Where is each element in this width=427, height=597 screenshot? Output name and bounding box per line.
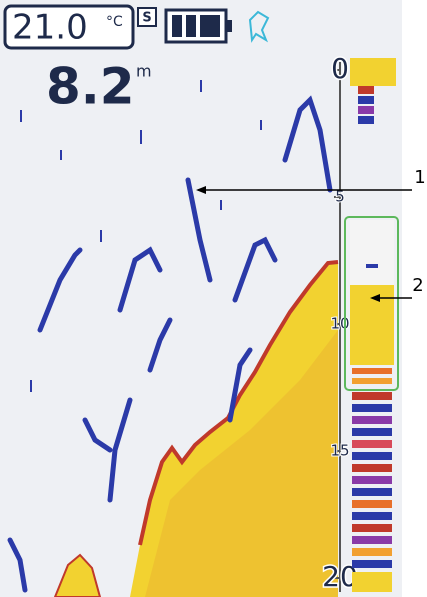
bar-segment xyxy=(352,404,392,412)
battery-cell xyxy=(172,15,182,37)
echo-arc xyxy=(117,246,163,313)
battery-tip xyxy=(226,20,232,32)
echo-arc xyxy=(37,247,83,333)
fish-echo xyxy=(185,177,213,283)
bar-segment xyxy=(352,416,392,424)
bar-segment xyxy=(352,536,392,544)
echo-arc xyxy=(232,236,278,303)
temperature-box xyxy=(3,4,135,50)
bar-segment xyxy=(358,116,374,124)
depth-tick-label: 10 xyxy=(330,315,349,333)
noise-dot xyxy=(30,380,32,392)
battery-cell xyxy=(186,15,196,37)
noise-dot xyxy=(100,230,102,242)
noise-dot xyxy=(220,200,222,210)
bar-segment xyxy=(352,440,392,448)
bar-segment xyxy=(352,378,392,384)
zoom-box xyxy=(344,216,399,391)
echo-arc xyxy=(7,537,28,593)
noise-dot xyxy=(260,120,262,130)
bar-segment xyxy=(358,96,374,104)
seabed-texture xyxy=(145,330,338,597)
noise-dot xyxy=(20,110,22,122)
bar-segment xyxy=(352,572,392,592)
battery-cell xyxy=(200,15,220,37)
echo-arc xyxy=(82,417,113,453)
depth-tick-label: 5 xyxy=(335,188,345,206)
depth-tick-label: 0 xyxy=(331,52,349,85)
noise-dot xyxy=(60,150,62,160)
callout-arrowhead xyxy=(196,186,206,194)
bar-fish-mark xyxy=(366,264,378,268)
bar-segment xyxy=(352,476,392,484)
callout-arrowhead xyxy=(370,294,380,302)
echo-arc xyxy=(227,347,253,423)
bar-segment xyxy=(352,464,392,472)
depth-value: 8.2 xyxy=(46,58,135,116)
bar-segment xyxy=(352,524,392,532)
noise xyxy=(20,80,262,392)
seabed-hump xyxy=(53,553,102,597)
fish-icon xyxy=(248,10,270,43)
echo-arc xyxy=(282,95,333,193)
bar-segment xyxy=(352,392,392,400)
bar-segment xyxy=(352,560,392,568)
bar-segment xyxy=(358,86,374,94)
bar-segment xyxy=(352,428,392,436)
echoes xyxy=(7,95,333,593)
callout-label: 1 xyxy=(414,167,425,188)
bar-segment xyxy=(352,548,392,556)
temperature: 21.0 xyxy=(12,8,88,48)
depth-unit: m xyxy=(136,62,152,81)
bar-segment xyxy=(350,58,396,86)
mode-badge: S xyxy=(142,11,151,26)
bar-segment xyxy=(350,285,394,365)
bar-segment xyxy=(352,500,392,508)
callout-label: 2 xyxy=(412,275,423,296)
seabed xyxy=(130,262,338,597)
depth-tick-label: 15 xyxy=(330,442,349,460)
battery-icon xyxy=(164,8,232,44)
mode-badge-box xyxy=(137,7,157,27)
echo-arc xyxy=(147,317,173,373)
bar-segment xyxy=(352,512,392,520)
temperature-unit: °C xyxy=(106,14,123,30)
noise-dot xyxy=(140,130,142,144)
bar-segment xyxy=(352,452,392,460)
bar-blank xyxy=(350,220,394,285)
bar-segment xyxy=(358,106,374,114)
echo-arc xyxy=(107,397,133,503)
bar-segment xyxy=(352,368,392,374)
noise-dot xyxy=(200,80,202,92)
bar-segment xyxy=(352,488,392,496)
